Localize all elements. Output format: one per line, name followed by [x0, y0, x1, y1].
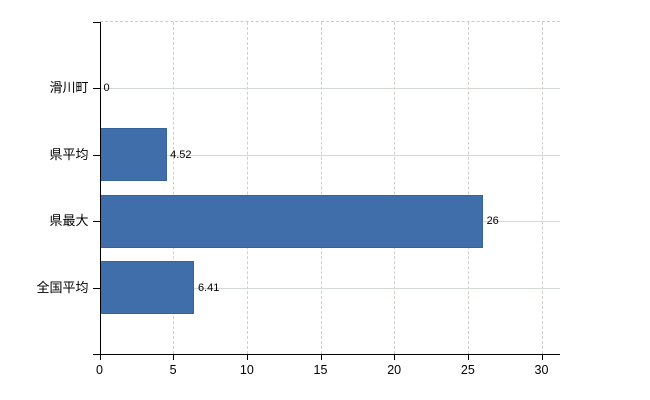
bar-value-label: 6.41 — [197, 281, 220, 294]
x-axis-tick-label: 25 — [460, 363, 475, 377]
gridline-vertical — [246, 22, 248, 354]
gridline-vertical — [467, 22, 469, 354]
x-axis-tick-label: 30 — [534, 363, 549, 377]
x-axis-tick — [467, 355, 469, 360]
bar — [100, 128, 167, 182]
gridline-vertical — [394, 22, 396, 354]
x-axis-tick — [173, 355, 175, 360]
y-axis-tick — [92, 221, 100, 223]
category-label: 全国平均 — [36, 279, 89, 295]
category-label: 県最大 — [49, 213, 89, 229]
x-axis-tick-label: 20 — [387, 363, 402, 377]
x-axis-tick — [320, 355, 322, 360]
gridline-horizontal — [100, 287, 560, 289]
y-axis-tick — [92, 22, 100, 23]
gridline-vertical — [320, 22, 322, 354]
x-axis-tick — [541, 355, 543, 360]
gridline-vertical — [541, 22, 543, 354]
bar — [100, 194, 484, 248]
category-label: 滑川町 — [49, 80, 89, 96]
bar-value-label: 26 — [486, 215, 499, 228]
bar-value-label: 4.52 — [170, 148, 192, 161]
y-axis-tick — [92, 88, 100, 90]
gridline-vertical — [173, 22, 175, 354]
x-axis-tick — [394, 355, 396, 360]
category-label: 県平均 — [49, 146, 89, 162]
x-axis-tick — [246, 355, 248, 360]
y-axis-line — [99, 22, 101, 355]
x-axis-line — [99, 354, 560, 355]
x-axis-tick-label: 5 — [169, 363, 177, 377]
bar-value-label: 0 — [103, 82, 110, 95]
x-axis-tick-label: 0 — [96, 363, 103, 377]
x-axis-tick-label: 10 — [239, 363, 254, 377]
gridline-horizontal — [100, 154, 560, 156]
y-axis-tick — [92, 287, 100, 289]
y-axis-tick — [92, 154, 100, 156]
bar — [100, 261, 195, 315]
x-axis-tick-label: 15 — [313, 363, 328, 377]
y-axis-tick — [92, 354, 100, 355]
gridline-horizontal — [100, 88, 560, 90]
plot-top-border — [99, 21, 560, 22]
x-axis-tick — [99, 355, 101, 360]
